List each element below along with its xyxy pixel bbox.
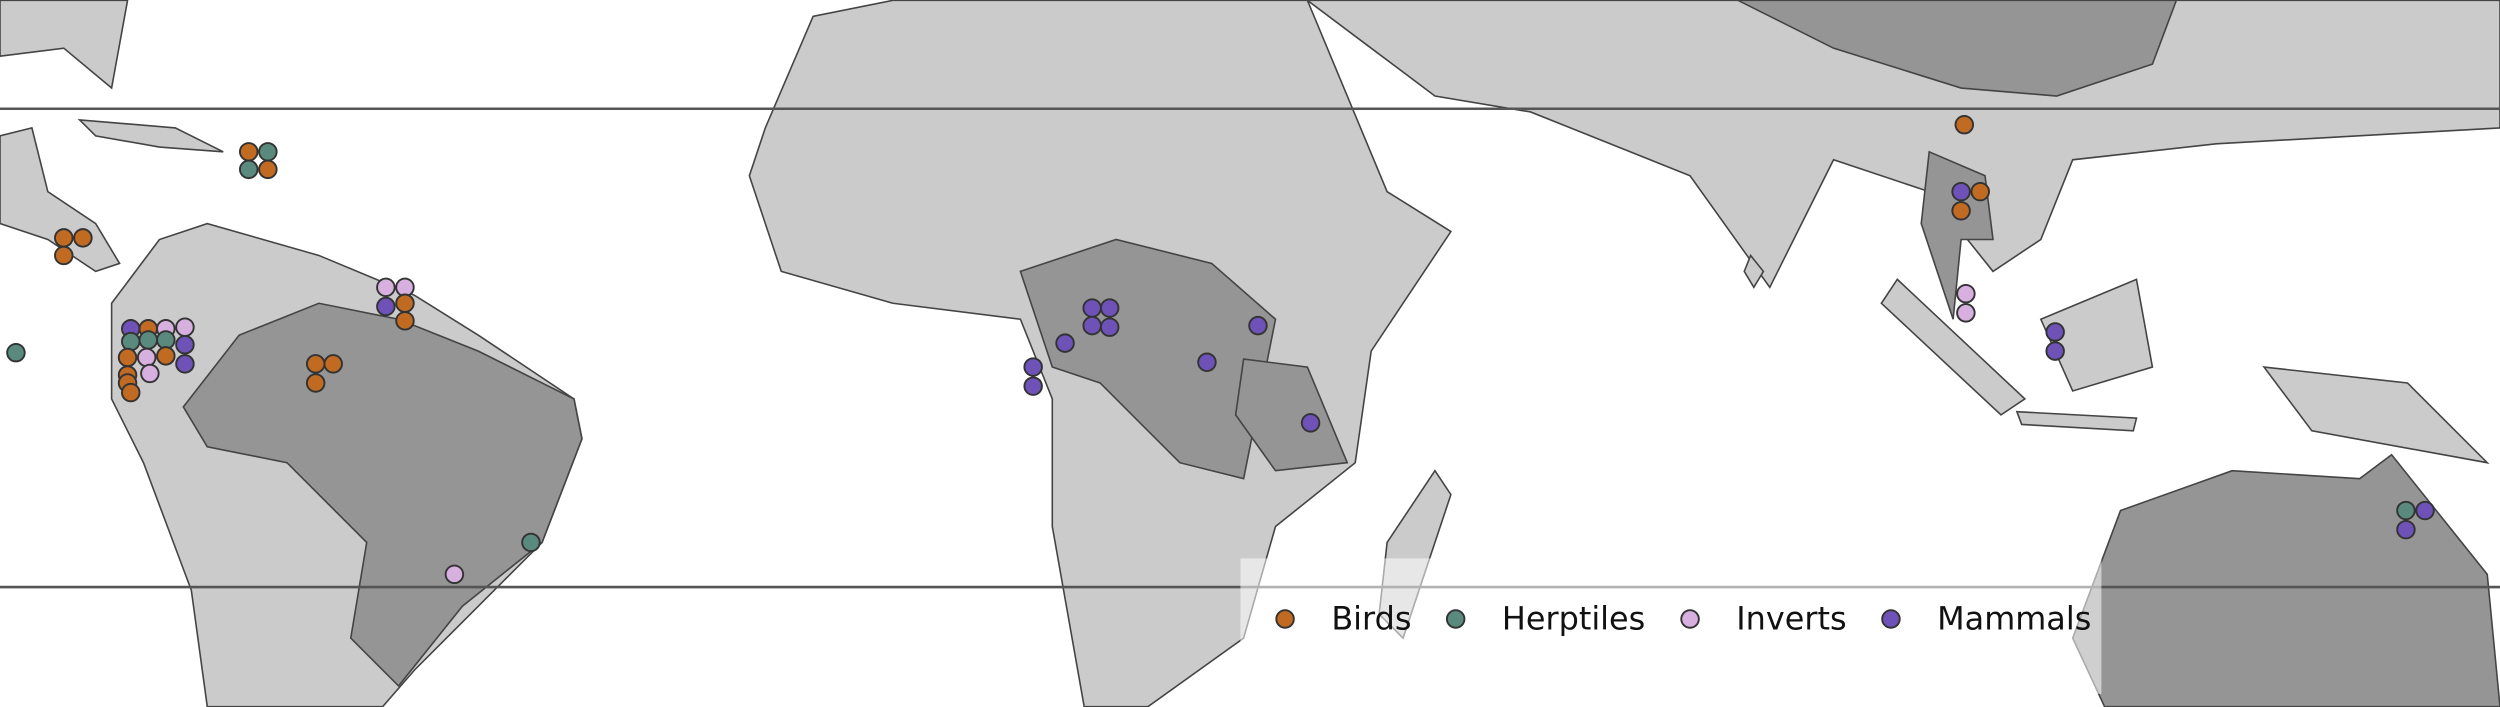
occurrence-point xyxy=(1248,315,1268,336)
occurrence-point xyxy=(175,317,195,337)
sri-lanka xyxy=(1743,253,1765,289)
legend: Birds Herptiles Inverts Mammals xyxy=(1240,558,2102,694)
occurrence-point xyxy=(54,228,74,248)
occurrence-point xyxy=(1082,315,1102,336)
occurrence-point xyxy=(1956,283,1976,304)
australia xyxy=(2071,453,2500,707)
legend-marker xyxy=(1881,609,1901,629)
occurrence-point xyxy=(1099,298,1120,318)
occurrence-point xyxy=(444,564,465,585)
occurrence-point xyxy=(156,330,176,350)
occurrence-point xyxy=(1970,181,1990,202)
occurrence-point xyxy=(1954,114,1975,135)
occurrence-point xyxy=(117,347,138,368)
occurrence-point xyxy=(238,159,259,180)
java xyxy=(2015,410,2138,432)
legend-marker xyxy=(1275,609,1295,629)
occurrence-point xyxy=(1099,317,1120,337)
occurrence-point xyxy=(73,228,93,248)
north-america xyxy=(0,0,129,90)
brazil xyxy=(182,302,583,688)
occurrence-point xyxy=(121,382,141,403)
occurrence-point xyxy=(175,335,195,355)
occurrence-point xyxy=(2045,341,2065,361)
legend-label: Herptiles xyxy=(1502,600,1645,638)
occurrence-point xyxy=(1956,303,1976,323)
occurrence-point xyxy=(138,330,159,350)
new-guinea xyxy=(2262,366,2490,464)
occurrence-point xyxy=(376,296,396,317)
occurrence-point xyxy=(376,277,396,298)
sumatra xyxy=(1880,278,2027,416)
legend-label: Mammals xyxy=(1937,600,2091,638)
borneo xyxy=(2039,278,2154,392)
occurrence-point xyxy=(395,293,415,314)
occurrence-point xyxy=(2045,322,2065,342)
central-africa xyxy=(1019,238,1277,480)
occurrence-point xyxy=(323,354,343,374)
occurrence-point xyxy=(395,277,415,298)
occurrence-point xyxy=(1197,352,1217,372)
legend-marker xyxy=(1680,609,1700,629)
legend-label: Inverts xyxy=(1736,600,1846,638)
occurrence-point xyxy=(54,245,74,266)
legend-label: Birds xyxy=(1331,600,1411,638)
legend-box xyxy=(1240,558,2102,694)
occurrence-point xyxy=(2396,519,2416,540)
occurrence-point xyxy=(140,363,160,384)
legend-marker xyxy=(1445,609,1466,629)
occurrence-point xyxy=(136,347,157,368)
occurrence-point xyxy=(395,311,415,331)
caribbean xyxy=(77,118,224,153)
occurrence-point xyxy=(2415,500,2435,521)
china xyxy=(1737,0,2178,97)
tanzania xyxy=(1234,358,1349,472)
occurrence-point xyxy=(175,354,195,374)
occurrence-point xyxy=(305,354,326,374)
occurrence-point xyxy=(1951,181,1971,202)
occurrence-point xyxy=(1055,333,1075,353)
points xyxy=(6,114,2435,585)
occurrence-point xyxy=(238,142,259,162)
occurrence-point xyxy=(521,532,541,553)
occurrence-point xyxy=(1951,201,1971,221)
occurrence-point xyxy=(258,159,278,180)
occurrence-point xyxy=(6,342,26,363)
occurrence-point xyxy=(1023,357,1043,377)
occurrence-point xyxy=(305,373,326,393)
occurrence-point xyxy=(121,331,141,352)
occurrence-point xyxy=(1023,376,1043,396)
occurrence-point xyxy=(1082,298,1102,318)
occurrence-point xyxy=(258,142,278,162)
occurrence-point xyxy=(156,346,176,366)
occurrence-point xyxy=(1300,413,1321,433)
occurrence-point xyxy=(2396,500,2416,521)
